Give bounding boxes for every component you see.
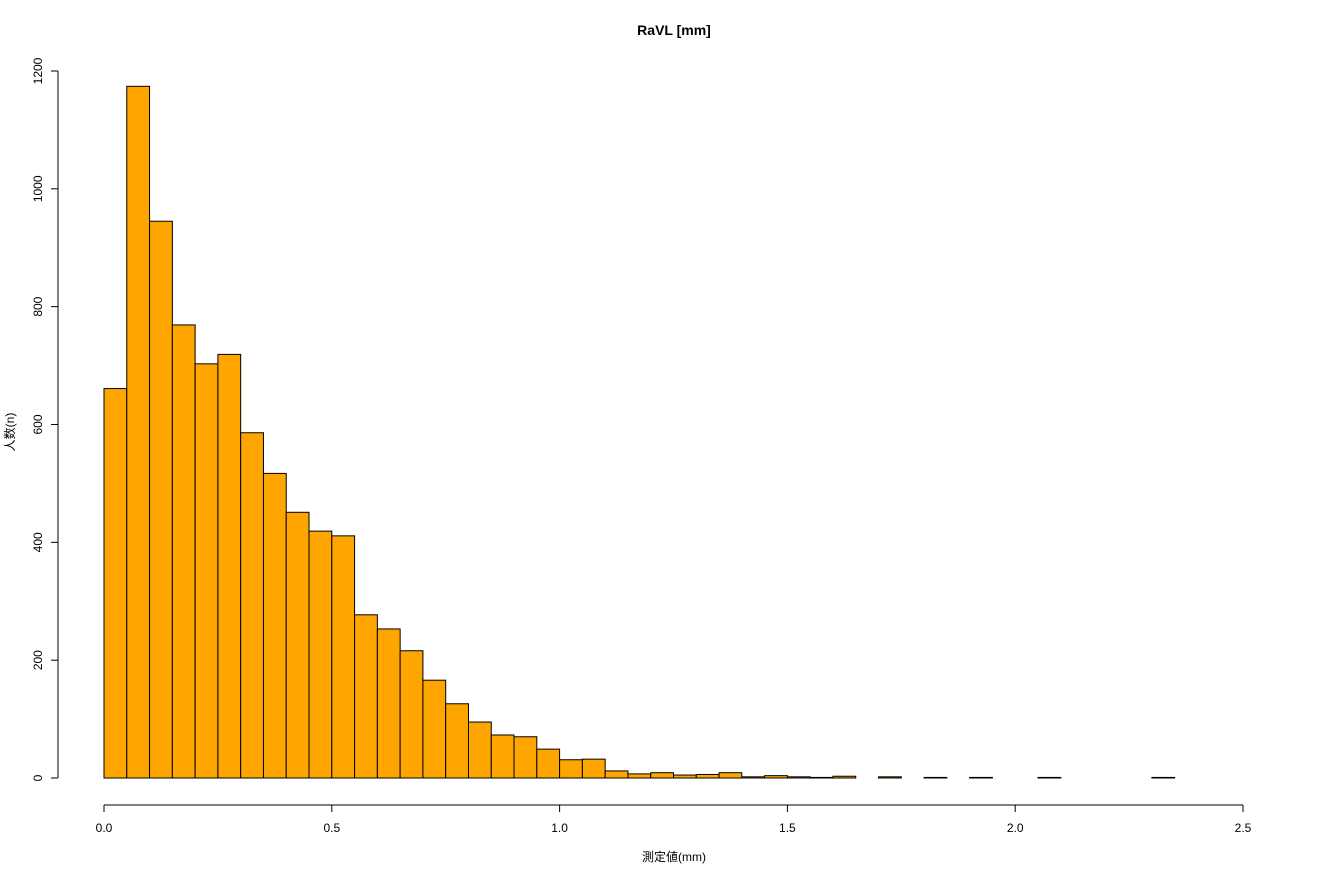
- bar: [240, 432, 264, 779]
- y-tick-label: 400: [31, 532, 45, 552]
- bar: [354, 614, 378, 779]
- bar: [786, 776, 811, 779]
- bar: [536, 748, 561, 779]
- chart-title: RaVL [mm]: [637, 22, 711, 38]
- bar: [764, 775, 788, 779]
- x-tick-label: 2.0: [1007, 821, 1024, 835]
- bar: [194, 363, 219, 779]
- bar: [308, 530, 333, 779]
- bar: [923, 776, 948, 779]
- bar: [285, 511, 310, 779]
- x-tick-label: 0.5: [323, 821, 340, 835]
- y-tick-label: 1200: [31, 57, 45, 84]
- x-axis-label: 測定値(mm): [642, 849, 706, 864]
- y-tick-label: 0: [31, 774, 45, 781]
- bar: [969, 776, 993, 779]
- bar: [1037, 776, 1062, 779]
- bar: [604, 770, 629, 779]
- bar: [832, 775, 857, 779]
- y-axis-label: 人数(n): [2, 413, 17, 452]
- bar: [171, 324, 196, 779]
- bar: [513, 736, 538, 779]
- bar: [331, 535, 356, 779]
- bar: [695, 773, 720, 779]
- bar: [103, 388, 128, 779]
- bar: [445, 703, 469, 779]
- x-tick-label: 1.5: [779, 821, 796, 835]
- bar: [490, 734, 515, 779]
- x-tick-label: 2.5: [1235, 821, 1252, 835]
- bar: [217, 353, 242, 779]
- x-tick-label: 0.0: [96, 821, 113, 835]
- y-tick-label: 800: [31, 296, 45, 316]
- bar: [376, 628, 401, 779]
- bar: [399, 650, 424, 779]
- bar: [126, 85, 151, 779]
- bar: [809, 776, 834, 779]
- bar: [650, 772, 674, 779]
- bar: [262, 472, 287, 779]
- bar: [559, 759, 583, 779]
- x-tick-label: 1.0: [551, 821, 568, 835]
- bar: [467, 721, 492, 779]
- bar: [422, 679, 447, 779]
- bar: [673, 774, 697, 779]
- y-tick-label: 200: [31, 650, 45, 670]
- bar: [581, 758, 606, 779]
- y-tick-label: 1000: [31, 175, 45, 202]
- bar: [718, 772, 743, 779]
- y-tick-label: 600: [31, 414, 45, 434]
- bar: [878, 776, 902, 779]
- bar: [149, 220, 173, 779]
- bar: [1151, 776, 1176, 779]
- bar: [741, 776, 766, 779]
- bar: [627, 773, 652, 779]
